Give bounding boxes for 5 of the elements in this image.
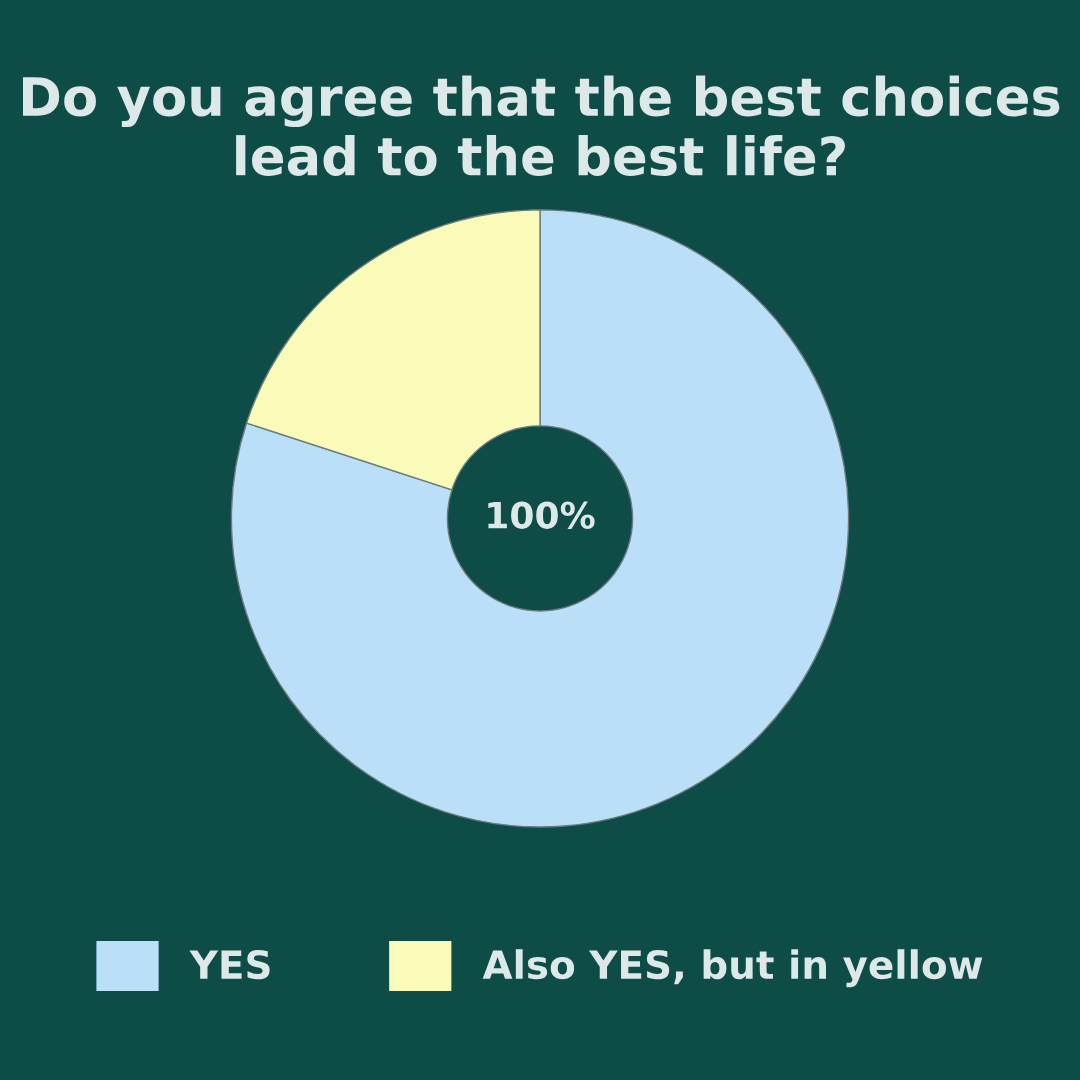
chart-title: Do you agree that the best choices lead to the best life? — [22, 75, 1060, 176]
text: 100% — [488, 501, 595, 529]
legend-label: Also YES, but in yellow — [482, 949, 983, 988]
donut-slice — [230, 209, 850, 828]
legend-label: YES — [189, 949, 270, 980]
